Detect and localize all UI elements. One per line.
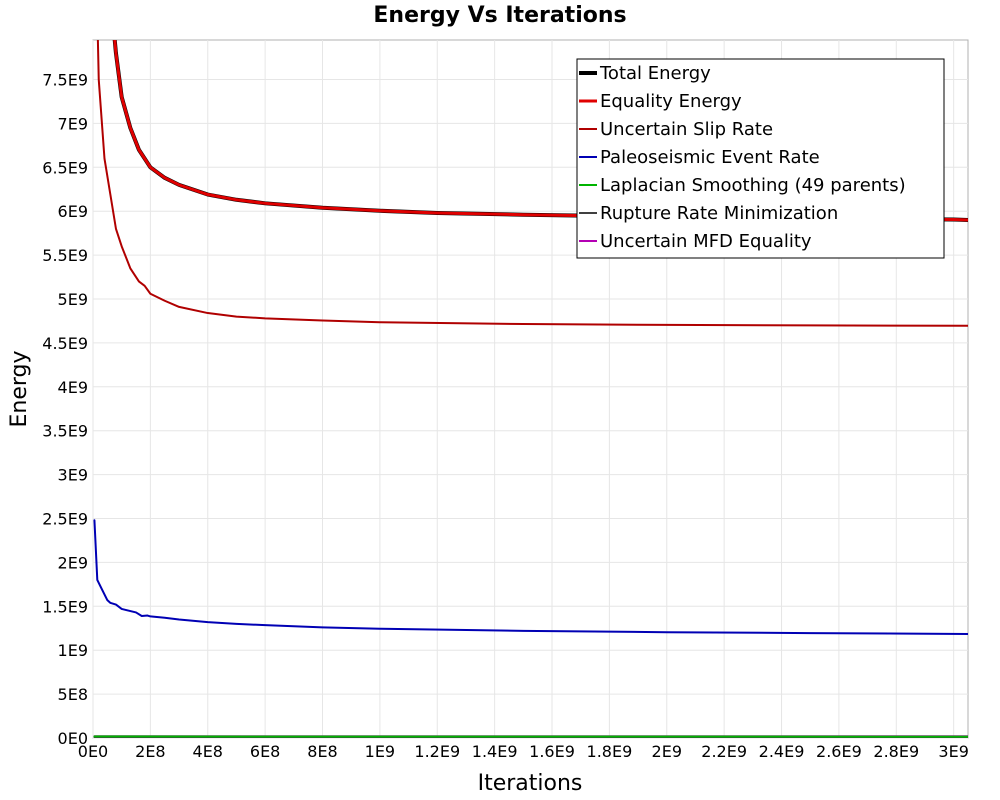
y-tick-label: 3E9 bbox=[58, 466, 88, 485]
y-tick-label: 5.5E9 bbox=[42, 246, 88, 265]
x-axis-label: Iterations bbox=[478, 771, 583, 796]
x-tick-label: 2E8 bbox=[135, 742, 165, 761]
chart-title: Energy Vs Iterations bbox=[373, 3, 626, 28]
y-tick-label: 6.5E9 bbox=[42, 158, 88, 177]
x-tick-label: 1E9 bbox=[365, 742, 395, 761]
series-line-uncertain-slip-rate bbox=[96, 40, 968, 327]
x-tick-label: 2E9 bbox=[652, 742, 682, 761]
x-tick-label: 0E0 bbox=[78, 742, 108, 761]
y-tick-label: 7.5E9 bbox=[42, 71, 88, 90]
y-tick-label: 1.5E9 bbox=[42, 597, 88, 616]
y-tick-label: 2.5E9 bbox=[42, 510, 88, 529]
x-tick-label: 1.2E9 bbox=[414, 742, 460, 761]
legend-entry: Equality Energy bbox=[600, 91, 742, 112]
y-axis-label: Energy bbox=[7, 350, 32, 427]
x-tick-label: 6E8 bbox=[250, 742, 280, 761]
x-tick-label: 2.8E9 bbox=[873, 742, 919, 761]
grid-lines bbox=[92, 40, 968, 739]
y-tick-label: 0E0 bbox=[58, 729, 88, 748]
y-tick-label: 6E9 bbox=[58, 202, 88, 221]
x-tick-label: 3E9 bbox=[938, 742, 968, 761]
x-tick-label: 1.8E9 bbox=[587, 742, 633, 761]
legend-entry: Uncertain Slip Rate bbox=[600, 119, 773, 140]
legend: Total Energy Equality Energy Uncertain Sli… bbox=[576, 58, 945, 259]
y-tick-label: 1E9 bbox=[58, 641, 88, 660]
y-tick-label: 5E9 bbox=[58, 290, 88, 309]
x-tick-label: 2.4E9 bbox=[759, 742, 805, 761]
y-tick-label: 7E9 bbox=[58, 114, 88, 133]
x-tick-label: 2.2E9 bbox=[701, 742, 747, 761]
y-tick-label: 4.5E9 bbox=[42, 334, 88, 353]
legend-entry: Rupture Rate Minimization bbox=[600, 203, 838, 224]
x-tick-label: 2.6E9 bbox=[816, 742, 862, 761]
legend-entry: Uncertain MFD Equality bbox=[600, 231, 812, 252]
y-tick-label: 5E8 bbox=[58, 685, 88, 704]
y-tick-label: 2E9 bbox=[58, 553, 88, 572]
x-tick-label: 1.4E9 bbox=[472, 742, 518, 761]
axis-ticks: 0E0 2E8 4E8 6E8 8E8 1E9 1.2E9 1.4E9 1.6E9 1.8E9 2E… bbox=[42, 71, 969, 761]
x-tick-label: 8E8 bbox=[307, 742, 337, 761]
y-tick-label: 4E9 bbox=[58, 378, 88, 397]
legend-entry: Laplacian Smoothing (49 parents) bbox=[600, 175, 906, 196]
y-tick-label: 3.5E9 bbox=[42, 422, 88, 441]
legend-box bbox=[576, 58, 945, 259]
x-tick-label: 4E8 bbox=[193, 742, 223, 761]
legend-entry: Total Energy bbox=[599, 63, 711, 84]
series-line-paleoseismic-event-rate bbox=[93, 519, 968, 635]
x-tick-label: 1.6E9 bbox=[529, 742, 575, 761]
legend-entry: Paleoseismic Event Rate bbox=[600, 147, 820, 168]
